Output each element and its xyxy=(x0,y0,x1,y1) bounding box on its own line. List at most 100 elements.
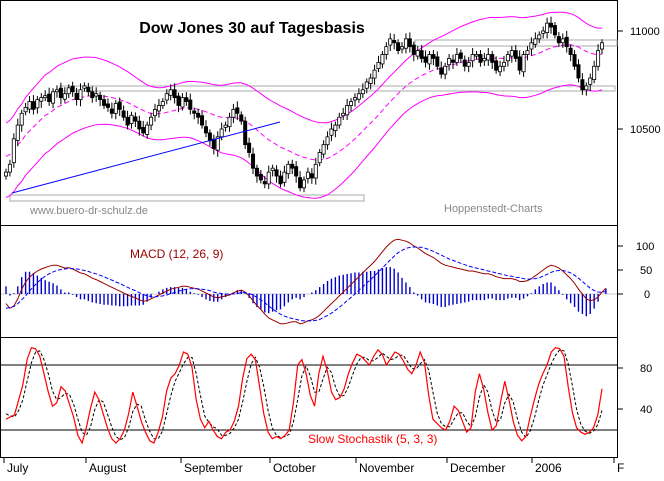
candle-body xyxy=(384,46,389,55)
candle xyxy=(341,107,346,120)
stoch-panel-frame xyxy=(0,337,618,458)
candle-body xyxy=(400,46,405,50)
candle-body xyxy=(572,54,577,67)
stoch-k-line xyxy=(5,346,603,445)
candle-body xyxy=(509,50,514,57)
candle-body xyxy=(176,95,181,106)
candle-body xyxy=(129,114,134,124)
candle-body xyxy=(160,101,165,106)
candle xyxy=(125,110,130,130)
macd-lines xyxy=(5,238,607,325)
candle-body xyxy=(105,103,110,108)
candle xyxy=(19,109,24,132)
candle xyxy=(23,102,28,116)
candle xyxy=(58,82,63,105)
candle xyxy=(266,165,271,189)
candle-body xyxy=(47,93,52,102)
stochastic-lines xyxy=(5,346,603,445)
candle-body xyxy=(184,97,189,102)
candle-body xyxy=(545,22,550,33)
candle xyxy=(549,16,554,34)
candle xyxy=(376,55,381,73)
candle-body xyxy=(172,89,177,99)
candle xyxy=(400,42,405,54)
candle-body xyxy=(7,163,12,173)
candle xyxy=(486,48,491,66)
x-tick-label: 2006 xyxy=(535,461,562,475)
candle xyxy=(113,99,118,120)
x-axis: July August September October November Decemb… xyxy=(3,457,624,475)
candle xyxy=(462,55,467,72)
candle-body xyxy=(90,91,95,99)
candle xyxy=(141,120,146,137)
macd-tick-0: 0 xyxy=(644,289,650,301)
candle-body xyxy=(458,52,463,59)
candle-body xyxy=(70,85,75,93)
candle-body xyxy=(431,54,436,59)
candle xyxy=(388,33,393,51)
candle xyxy=(282,165,287,187)
candle xyxy=(505,50,510,67)
candle xyxy=(596,44,601,71)
candle xyxy=(572,50,577,70)
candle-body xyxy=(251,153,256,169)
candle xyxy=(82,82,87,92)
candle-body xyxy=(396,42,401,51)
candle-body xyxy=(121,110,126,118)
candle xyxy=(294,161,299,183)
candle xyxy=(380,50,385,69)
macd-line xyxy=(5,238,607,325)
candle-body xyxy=(388,38,393,46)
candle xyxy=(556,31,561,48)
candle xyxy=(517,50,522,75)
candle-body xyxy=(443,65,448,75)
candle xyxy=(600,39,605,55)
candle xyxy=(552,21,557,39)
candle-body xyxy=(82,85,87,89)
candle-body xyxy=(309,173,314,179)
candle-body xyxy=(403,38,408,49)
candle xyxy=(70,81,75,97)
candle-body xyxy=(35,99,40,109)
candle-body xyxy=(11,138,16,164)
candle xyxy=(588,73,593,91)
candle-body xyxy=(466,61,471,67)
candle xyxy=(513,45,518,62)
macd-histogram xyxy=(5,267,607,317)
candle xyxy=(129,111,134,129)
candle xyxy=(364,78,369,94)
price-tick-11000: 11000 xyxy=(630,26,660,38)
candle xyxy=(509,46,514,63)
candle xyxy=(435,51,440,70)
watermark-left: www.buero-dr-schulz.de xyxy=(29,205,148,217)
candle xyxy=(109,102,114,119)
candle-body xyxy=(501,61,506,67)
chart-title: Dow Jones 30 auf Tagesbasis xyxy=(139,20,365,37)
candle-body xyxy=(600,42,605,50)
candle-body xyxy=(215,136,220,151)
candle-body xyxy=(219,128,224,138)
candle xyxy=(39,93,44,108)
candle xyxy=(392,33,397,50)
candle xyxy=(431,50,436,66)
candle-body xyxy=(596,50,601,67)
candle-body xyxy=(145,124,150,135)
candle-body xyxy=(31,101,36,110)
candle-body xyxy=(51,91,56,104)
candle xyxy=(301,176,306,193)
candle xyxy=(333,121,338,138)
candle-body xyxy=(556,36,561,44)
x-tick-label: F xyxy=(617,461,624,475)
candle-body xyxy=(305,171,310,179)
candle-body xyxy=(435,56,440,67)
candle xyxy=(207,129,212,146)
candle-body xyxy=(450,59,455,63)
candle-body xyxy=(298,177,303,189)
candle-body xyxy=(352,97,357,101)
candle-body xyxy=(474,54,479,57)
candle xyxy=(325,131,330,150)
candle-body xyxy=(564,36,569,48)
candle-body xyxy=(364,81,369,89)
candle xyxy=(298,171,303,192)
candle-body xyxy=(427,54,432,65)
